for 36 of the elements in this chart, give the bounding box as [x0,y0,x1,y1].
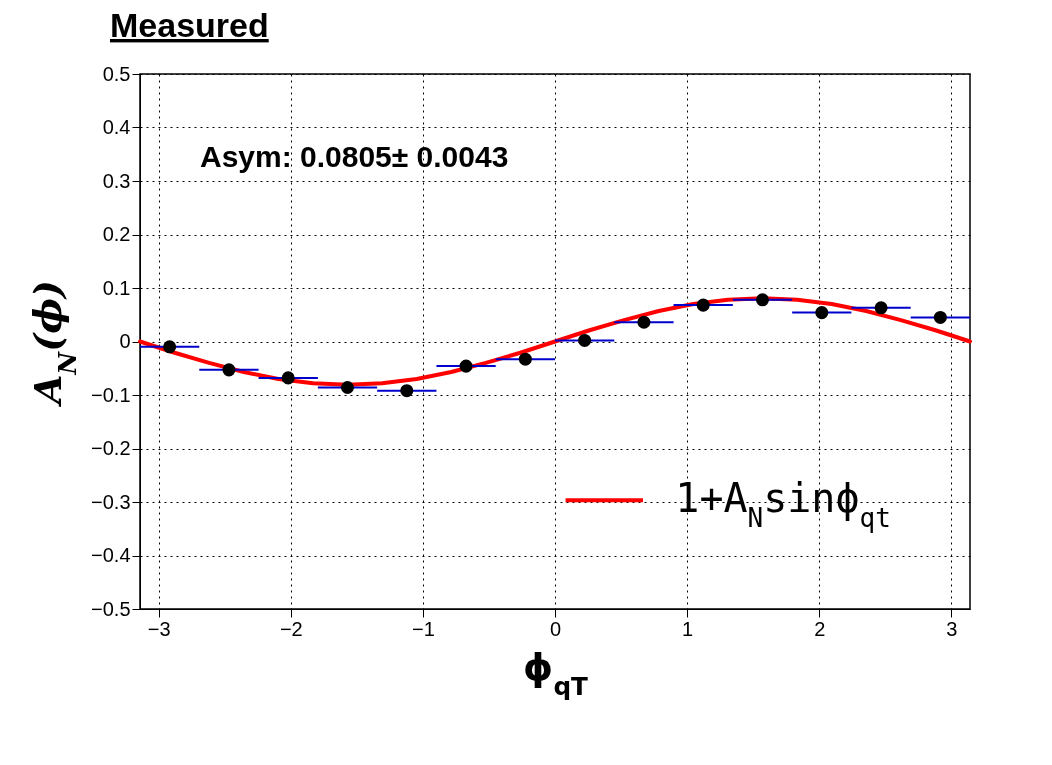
point [578,333,592,347]
y-tick-label: −0.2 [91,437,131,459]
point [874,301,888,315]
x-axis-title: ϕ$_{qT}$ [523,644,589,700]
y-tick-label: −0.5 [91,597,131,620]
point [400,384,414,398]
x-tick-label: 2 [814,617,826,640]
y-tick-label: −0.3 [91,490,131,513]
chart-title: Measured [110,6,269,44]
point [815,306,829,320]
x-tick-label: 3 [946,617,958,640]
point [459,359,473,373]
x-tick-label: −3 [147,617,171,640]
point [637,315,651,329]
point [933,310,947,324]
x-tick-label: −2 [279,617,303,640]
y-tick-label: −0.1 [91,383,131,406]
y-tick-label: 0.1 [102,276,131,299]
point [755,293,770,307]
y-tick-label: 0.4 [102,116,131,138]
point [281,371,295,385]
point [696,298,710,312]
point [163,340,177,354]
annotation: Asym: 0.0805± 0.0043 [200,140,509,173]
y-tick-label: 0.3 [102,169,131,192]
y-tick-label: 0.2 [102,223,131,245]
point [518,352,532,366]
point [340,381,355,395]
x-tick-label: 0 [549,617,562,640]
x-tick-label: −1 [412,617,435,640]
point [222,363,236,377]
y-tick-label: 0 [119,330,131,352]
x-tick-label: 1 [682,617,694,640]
y-tick-label: −0.4 [91,544,131,566]
legend-label: 1+A$_{N}$sinϕ$_{qt}$ [675,475,891,534]
y-tick-label: 0.5 [102,62,131,85]
